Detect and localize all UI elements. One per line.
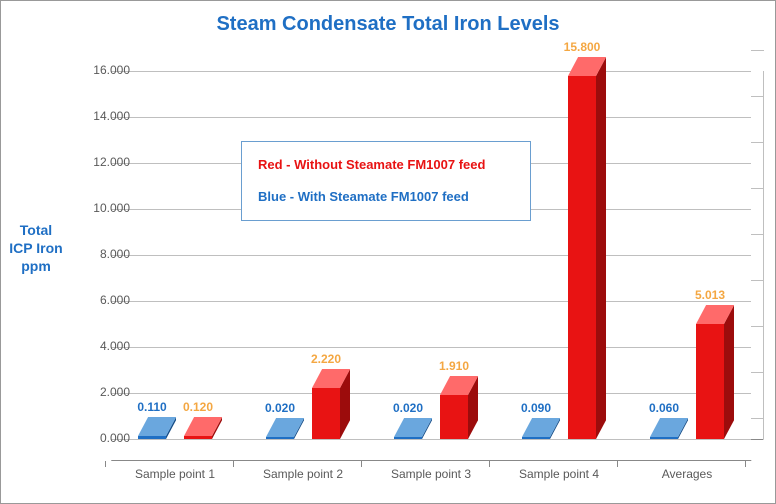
bar-value-label: 1.910 xyxy=(424,359,484,373)
bar-red xyxy=(568,76,596,439)
x-tick-mark xyxy=(233,461,234,467)
x-tick-mark xyxy=(617,461,618,467)
y-tick-label: 14.000 xyxy=(75,109,130,123)
x-tick-mark xyxy=(745,461,746,467)
y-tick-label: 6.000 xyxy=(75,293,130,307)
x-tick-label: Sample point 4 xyxy=(504,467,614,481)
bar-blue xyxy=(650,437,678,439)
y-axis-label: Total ICP Iron ppm xyxy=(9,221,63,276)
x-tick-label: Sample point 3 xyxy=(376,467,486,481)
bar-value-label: 0.020 xyxy=(250,401,310,415)
x-tick-label: Sample point 1 xyxy=(120,467,230,481)
bar-value-label: 2.220 xyxy=(296,352,356,366)
legend-red-text: Red - Without Steamate FM1007 feed xyxy=(258,156,514,174)
chart-floor xyxy=(111,439,764,461)
bar-value-label: 0.090 xyxy=(506,401,566,415)
y-tick-label: 2.000 xyxy=(75,385,130,399)
x-tick-label: Sample point 2 xyxy=(248,467,358,481)
bar-value-label: 5.013 xyxy=(680,288,740,302)
gridline xyxy=(111,301,751,302)
y-tick-label: 8.000 xyxy=(75,247,130,261)
x-tick-mark xyxy=(361,461,362,467)
bar-red xyxy=(184,436,212,439)
gridline xyxy=(111,255,751,256)
gridline xyxy=(111,117,751,118)
legend-box: Red - Without Steamate FM1007 feed Blue … xyxy=(241,141,531,221)
bar-red xyxy=(440,395,468,439)
bar-red xyxy=(312,388,340,439)
y-tick-label: 12.000 xyxy=(75,155,130,169)
chart-container: Steam Condensate Total Iron Levels Total… xyxy=(0,0,776,504)
gridline xyxy=(111,71,751,72)
bar-blue xyxy=(138,436,166,439)
legend-blue-text: Blue - With Steamate FM1007 feed xyxy=(258,188,514,206)
gridline xyxy=(111,347,751,348)
y-tick-label: 4.000 xyxy=(75,339,130,353)
x-tick-label: Averages xyxy=(632,467,742,481)
y-tick-label: 10.000 xyxy=(75,201,130,215)
x-tick-mark xyxy=(489,461,490,467)
gridline xyxy=(111,439,751,440)
x-tick-mark xyxy=(105,461,106,467)
gridline xyxy=(111,393,751,394)
bar-blue xyxy=(394,437,422,439)
bar-value-label: 0.120 xyxy=(168,400,228,414)
chart-title: Steam Condensate Total Iron Levels xyxy=(1,13,775,36)
bar-value-label: 0.020 xyxy=(378,401,438,415)
y-tick-label: 16.000 xyxy=(75,63,130,77)
bar-blue xyxy=(266,437,294,439)
plot-area: 0.1100.1200.0202.2200.0201.9100.09015.80… xyxy=(111,71,751,461)
y-tick-label: 0.000 xyxy=(75,431,130,445)
bar-value-label: 15.800 xyxy=(552,40,612,54)
bar-blue xyxy=(522,437,550,439)
bar-red xyxy=(696,324,724,439)
bar-value-label: 0.060 xyxy=(634,401,694,415)
